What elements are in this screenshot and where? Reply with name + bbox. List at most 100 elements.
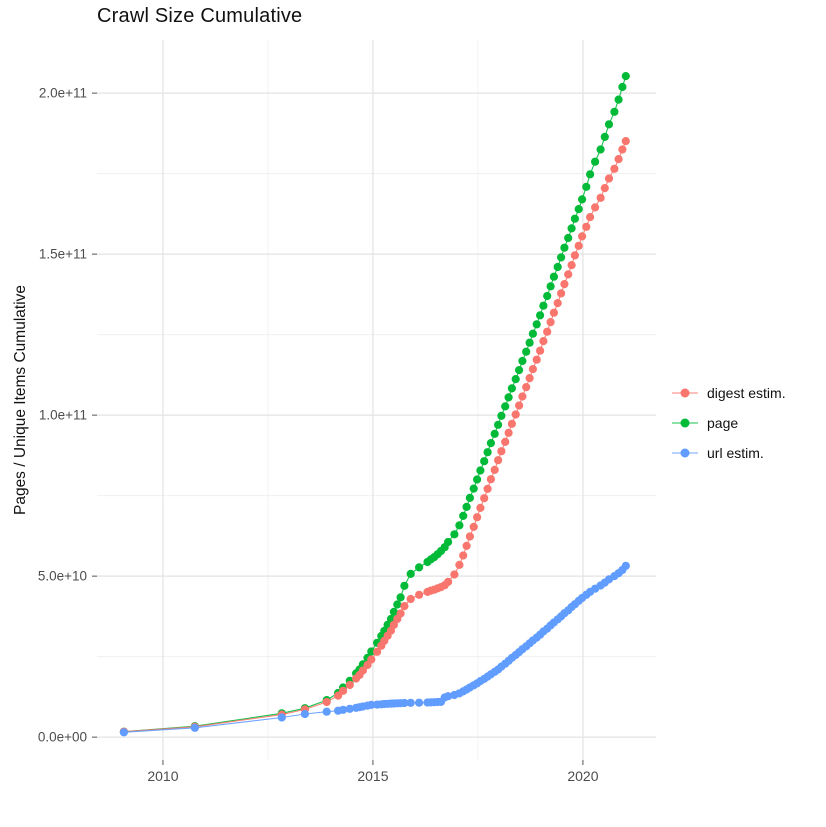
data-point (586, 170, 595, 179)
data-point (389, 607, 398, 617)
data-point (406, 594, 415, 604)
data-point (406, 698, 415, 707)
data-point (469, 522, 478, 532)
data-point (462, 502, 471, 511)
data-point (501, 402, 510, 411)
series-url-estim (119, 561, 630, 737)
data-point (578, 232, 587, 241)
data-point (582, 182, 591, 191)
data-point (511, 375, 520, 384)
data-point (277, 713, 286, 722)
data-point (480, 494, 489, 503)
data-point (393, 600, 402, 609)
x-tick-label: 2010 (147, 768, 178, 784)
data-point (560, 280, 569, 289)
data-point (358, 666, 367, 675)
data-point (532, 355, 541, 364)
y-tick-label: 2.0e+11 (39, 86, 87, 101)
data-point (621, 137, 630, 146)
data-point (610, 164, 619, 173)
legend: digest estim. page url estim. (672, 378, 786, 468)
data-point (591, 157, 600, 166)
data-point (322, 707, 331, 716)
data-point (373, 647, 382, 656)
data-point (536, 311, 545, 320)
data-point (459, 551, 468, 560)
data-point (486, 475, 495, 484)
y-tick-label: 0.0e+00 (38, 730, 87, 745)
data-point (455, 560, 464, 570)
data-point (596, 145, 605, 154)
data-point (367, 655, 376, 664)
data-point (582, 222, 591, 231)
legend-label: digest estim. (707, 385, 786, 401)
series-digest-estim (119, 137, 630, 736)
data-point (473, 475, 482, 484)
y-axis-labels: 0.0e+00 5.0e+10 1.0e+11 1.5e+11 2.0e+11 (38, 86, 87, 745)
data-point (480, 457, 489, 466)
data-point (400, 698, 409, 708)
data-point (543, 291, 552, 301)
data-point (406, 569, 415, 579)
data-point (564, 270, 573, 279)
data-point (546, 318, 555, 327)
data-point (339, 705, 348, 714)
data-point (600, 184, 609, 193)
legend-label: url estim. (707, 445, 764, 461)
data-point (345, 680, 354, 690)
data-point (367, 700, 376, 710)
data-point (469, 484, 478, 493)
data-point (415, 563, 424, 572)
data-point (586, 213, 595, 222)
data-point (444, 537, 453, 547)
data-point (570, 214, 580, 223)
data-point (546, 282, 555, 291)
data-point (483, 484, 492, 493)
data-point (400, 602, 409, 611)
data-point (525, 338, 534, 347)
data-point (322, 697, 331, 707)
data-point (567, 224, 576, 233)
data-point (549, 308, 559, 317)
data-point (486, 439, 495, 448)
data-point (567, 261, 576, 270)
data-point (473, 513, 482, 522)
data-point (497, 447, 506, 456)
data-point (444, 577, 453, 587)
data-point (455, 521, 464, 530)
data-point (490, 465, 499, 474)
data-point (504, 428, 513, 437)
data-point (462, 541, 471, 551)
data-point (557, 253, 566, 262)
data-point (522, 347, 531, 356)
data-point (543, 327, 552, 336)
data-point (476, 503, 485, 512)
legend-key-icon (672, 387, 698, 399)
data-point (525, 374, 534, 383)
data-point (415, 590, 424, 599)
data-point (507, 419, 516, 428)
data-point (483, 448, 492, 457)
data-point (570, 251, 580, 260)
x-axis-labels: 2010 2015 2020 (147, 768, 598, 784)
gridlines-minor (97, 40, 656, 760)
y-tick-label: 1.0e+11 (39, 408, 87, 423)
data-point (522, 383, 531, 392)
data-point (400, 581, 409, 590)
data-point (591, 203, 600, 212)
data-point (515, 366, 524, 375)
data-point (621, 72, 630, 81)
data-point (515, 401, 524, 410)
data-point (465, 493, 474, 502)
legend-label: page (707, 415, 739, 431)
data-point (614, 155, 623, 164)
data-point (450, 570, 459, 579)
data-point (300, 709, 309, 719)
data-point (549, 272, 559, 281)
data-point (339, 686, 348, 695)
data-point (578, 195, 587, 204)
data-point (618, 82, 627, 92)
data-point (614, 95, 623, 104)
x-tick-label: 2020 (567, 768, 598, 784)
data-point (574, 205, 583, 214)
